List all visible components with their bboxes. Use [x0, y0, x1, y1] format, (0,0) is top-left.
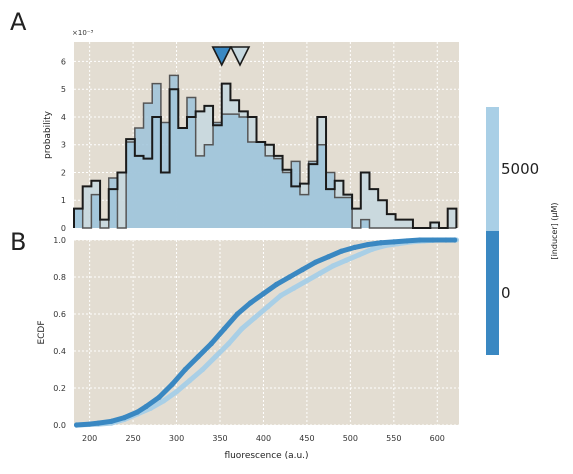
ecdf-point-5000	[317, 270, 323, 276]
ecdf-xtick-label: 500	[343, 434, 358, 443]
ecdf-point-5000	[239, 326, 245, 332]
ecdf-point-0	[404, 238, 410, 244]
ecdf-ytick-label: 0.2	[53, 384, 66, 393]
ecdf-plot-area	[74, 240, 459, 425]
ecdf-xtick-label: 550	[386, 434, 401, 443]
ecdf-point-5000	[278, 292, 284, 299]
ecdf-point-0	[182, 366, 188, 373]
ecdf-point-5000	[173, 389, 180, 395]
ecdf-point-0	[365, 242, 371, 248]
ecdf-point-5000	[200, 366, 206, 373]
colorbar-swatch-0	[486, 231, 499, 355]
ecdf-xtick-label: 300	[169, 434, 184, 443]
ecdf-point-0	[234, 311, 240, 317]
ecdf-point-0	[121, 415, 128, 421]
ecdf-point-0	[452, 237, 458, 243]
ecdf-point-5000	[343, 257, 349, 263]
ecdf-point-0	[95, 420, 101, 426]
ecdf-xtick-label: 400	[256, 434, 271, 443]
ecdf-point-5000	[265, 304, 271, 310]
ecdf-point-0	[299, 267, 306, 273]
ecdf-grid	[74, 239, 459, 426]
panel-label-a: A	[10, 8, 27, 36]
ecdf-point-0	[134, 409, 141, 415]
ecdf-point-0	[247, 300, 254, 306]
ecdf-xtick-label: 450	[299, 434, 314, 443]
ecdf-point-0	[169, 381, 175, 387]
ecdf-point-0	[352, 244, 358, 250]
median-marker-5000	[229, 46, 251, 67]
histogram-grid	[74, 42, 459, 229]
ecdf-ytick-label: 0.0	[53, 421, 66, 430]
ecdf-point-5000	[213, 353, 219, 360]
colorbar-swatch-5000	[486, 107, 499, 231]
ecdf-point-0	[378, 240, 384, 246]
ecdf-point-5000	[291, 285, 297, 291]
histogram-step-5000	[73, 82, 458, 229]
ecdf-point-0	[273, 281, 280, 287]
ecdf-point-5000	[330, 263, 336, 269]
ecdf-point-0	[221, 326, 227, 332]
ecdf-point-0	[339, 248, 345, 254]
ecdf-ytick-label: 0.4	[53, 347, 66, 356]
ecdf-point-5000	[186, 378, 193, 384]
colorbar: 5000 0 [inducer] (μM)	[486, 107, 559, 355]
ecdf-point-0	[286, 274, 293, 280]
histogram-ytick-label: 3	[61, 141, 66, 150]
ecdf-point-0	[326, 254, 332, 260]
ecdf-point-0	[430, 237, 436, 243]
ecdf-ytick-label: 1.0	[53, 236, 66, 245]
ecdf-point-5000	[252, 315, 258, 321]
histogram-y-multiplier: ×10⁻³	[72, 29, 93, 37]
ecdf-xlabel: fluorescence (a.u.)	[224, 451, 308, 461]
ecdf-point-5000	[160, 398, 167, 404]
ecdf-point-0	[74, 422, 80, 428]
colorbar-title: [inducer] (μM)	[550, 202, 559, 259]
histogram-ylabel: probability	[43, 110, 53, 159]
ecdf-point-0	[156, 394, 162, 400]
ecdf-point-5000	[356, 252, 362, 258]
ecdf-point-0	[443, 237, 449, 243]
histogram-ytick-label: 1	[61, 196, 66, 205]
ecdf-panel: 200 250 300 350 400 450 500 550 600 0.0 0.2 0.4 0.6 0…	[37, 236, 459, 461]
histogram-panel: 0 1 2 3 4 5 6 ×10⁻³ probability	[43, 29, 459, 233]
histogram-ytick-label: 6	[61, 57, 66, 66]
ecdf-xtick-label: 600	[430, 434, 445, 443]
ecdf-point-5000	[226, 341, 232, 347]
ecdf-point-5000	[369, 246, 375, 252]
ecdf-point-0	[260, 291, 267, 297]
ecdf-point-0	[143, 403, 149, 410]
histogram-ytick-label: 2	[61, 168, 66, 177]
histogram-ytick-label: 4	[61, 113, 66, 122]
histogram-ytick-label: 5	[61, 85, 66, 94]
ecdf-point-0	[108, 418, 114, 424]
histogram-ytick-label: 0	[61, 224, 66, 233]
median-marker-0	[211, 46, 233, 67]
ecdf-point-0	[195, 353, 201, 360]
colorbar-label-5000: 5000	[501, 160, 539, 178]
ecdf-ytick-label: 0.8	[53, 273, 66, 282]
colorbar-label-0: 0	[501, 284, 511, 302]
ecdf-point-0	[87, 421, 93, 427]
ecdf-point-0	[417, 237, 423, 243]
ecdf-ylabel: ECDF	[37, 320, 47, 344]
ecdf-xtick-label: 200	[82, 434, 97, 443]
ecdf-point-5000	[304, 278, 310, 284]
ecdf-series-0	[74, 237, 458, 428]
ecdf-xtick-label: 350	[212, 434, 227, 443]
ecdf-point-0	[391, 239, 397, 245]
panel-label-b: B	[10, 228, 26, 256]
ecdf-point-0	[208, 341, 214, 347]
ecdf-ytick-label: 0.6	[53, 310, 66, 319]
ecdf-xtick-label: 250	[125, 434, 140, 443]
ecdf-point-0	[313, 259, 319, 265]
